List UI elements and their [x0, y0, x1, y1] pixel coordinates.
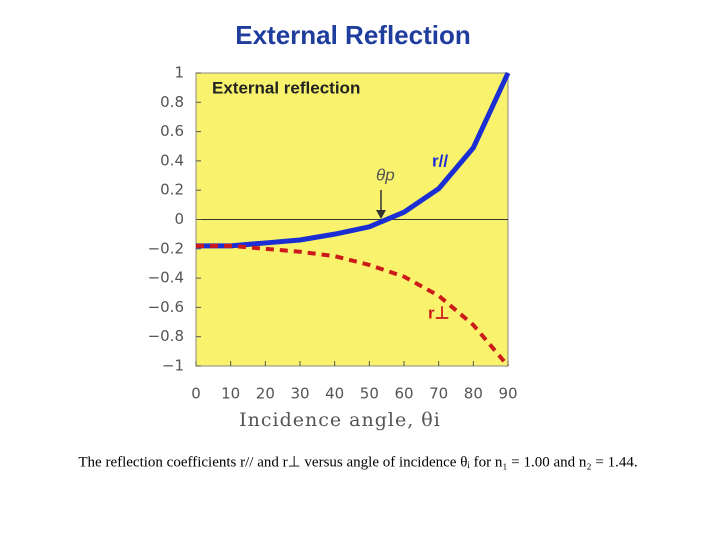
y-tick-label: −0.2: [148, 239, 184, 257]
x-tick-label: 20: [256, 385, 275, 403]
y-tick-label: 0.2: [160, 181, 184, 199]
y-tick-label: −0.4: [148, 269, 184, 287]
y-tick-label: −0.8: [148, 327, 184, 345]
x-tick-label: 70: [429, 385, 448, 403]
x-tick-label: 90: [498, 385, 517, 403]
x-tick-label: 10: [221, 385, 240, 403]
series-label: r⊥: [428, 303, 449, 322]
x-tick-label: 40: [325, 385, 344, 403]
y-tick-label: −0.6: [148, 298, 184, 316]
chart: −1−0.8−0.6−0.4−0.200.20.40.60.810 10 20 30 4…: [148, 64, 518, 432]
x-tick-label: 60: [394, 385, 413, 403]
annotation-arrowhead: [376, 210, 386, 219]
chart-title: External reflection: [212, 78, 360, 97]
y-tick-label: 0.6: [160, 122, 184, 140]
series-label: r//: [432, 151, 448, 170]
y-tick-label: 1: [174, 64, 184, 82]
caption: The reflection coefficients r// and r⊥ v…: [78, 454, 637, 470]
x-tick-label: 50: [360, 385, 379, 403]
annotation: θp: [376, 165, 395, 184]
y-tick-label: 0.8: [160, 93, 184, 111]
x-tick-label: 80: [464, 385, 483, 403]
x-tick-label: 30: [290, 385, 309, 403]
y-tick-label: 0.4: [160, 151, 184, 169]
y-tick-label: −1: [162, 357, 184, 375]
y-tick-label: 0: [174, 210, 184, 228]
series-line: [196, 243, 510, 368]
slide-title: External Reflection: [235, 20, 471, 50]
x-tick-label: 0: [191, 385, 201, 403]
series-line: [196, 71, 511, 249]
x-axis-label: Incidence angle, θi: [239, 409, 441, 431]
